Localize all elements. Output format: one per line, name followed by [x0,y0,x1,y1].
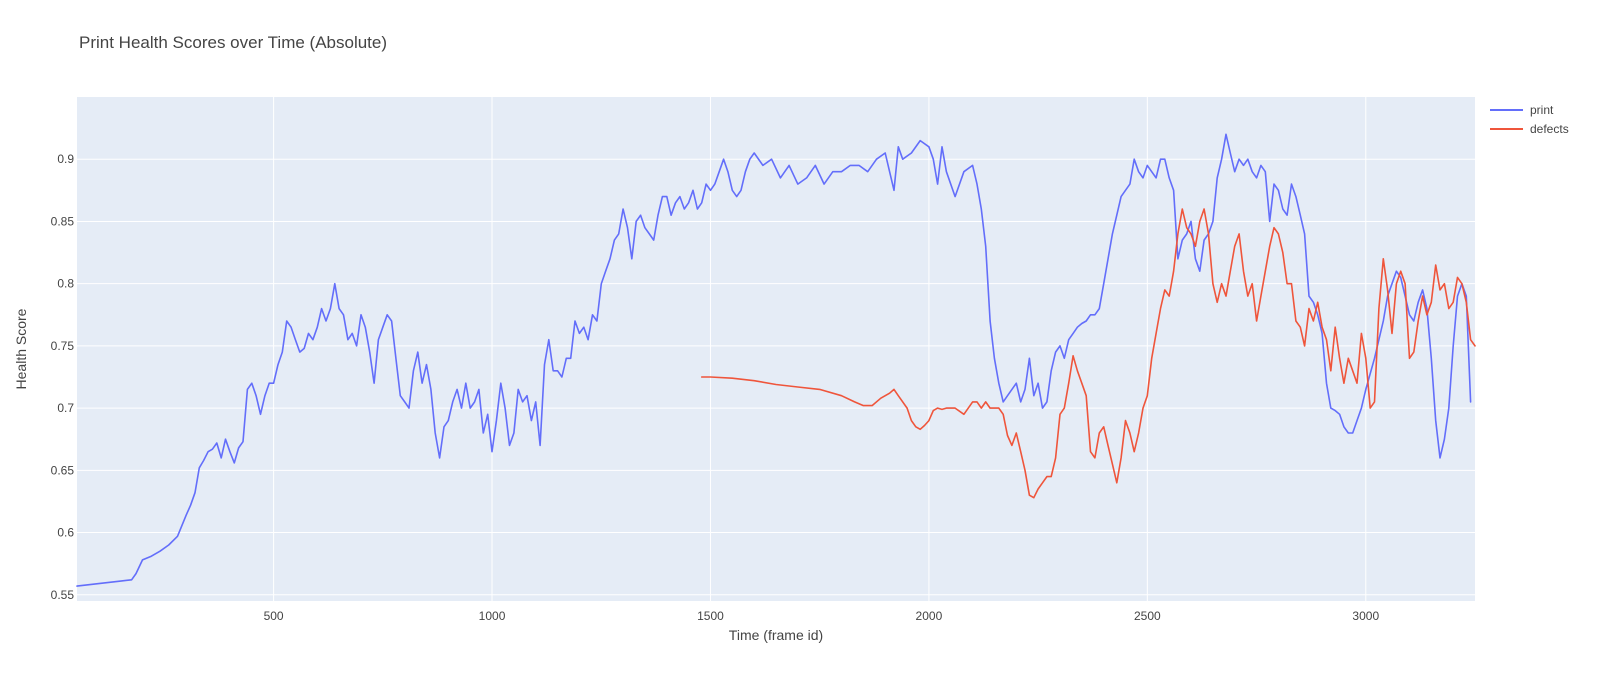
series-line-print [76,133,1472,587]
y-tick-label: 0.65 [51,463,75,477]
legend-label: print [1530,103,1554,117]
x-tick-label: 2000 [916,609,943,623]
x-axis-title: Time (frame id) [729,627,823,643]
y-tick-label: 0.8 [57,277,74,291]
x-tick-label: 3000 [1352,609,1379,623]
legend-item-defects[interactable]: defects [1490,122,1569,136]
y-axis-title: Health Score [13,308,29,389]
y-tick-label: 0.55 [51,588,75,602]
plot-area [77,97,1475,601]
series-line-defects [700,208,1476,499]
y-tick-label: 0.9 [57,152,74,166]
x-axis-ticks: 500 1000 1500 2000 2500 3000 [264,609,1380,623]
y-axis-ticks: 0.55 0.6 0.65 0.7 0.75 0.8 0.85 0.9 [51,152,75,602]
x-tick-label: 500 [264,609,284,623]
chart-title: Print Health Scores over Time (Absolute) [79,33,387,52]
y-tick-label: 0.7 [57,401,74,415]
series-lines [76,133,1476,587]
grid [77,97,1475,601]
y-tick-label: 0.85 [51,214,75,228]
legend[interactable]: print defects [1490,103,1569,136]
x-tick-label: 2500 [1134,609,1161,623]
legend-label: defects [1530,122,1569,136]
legend-item-print[interactable]: print [1490,103,1554,117]
y-tick-label: 0.6 [57,526,74,540]
x-tick-label: 1500 [697,609,724,623]
x-tick-label: 1000 [479,609,506,623]
y-tick-label: 0.75 [51,339,75,353]
